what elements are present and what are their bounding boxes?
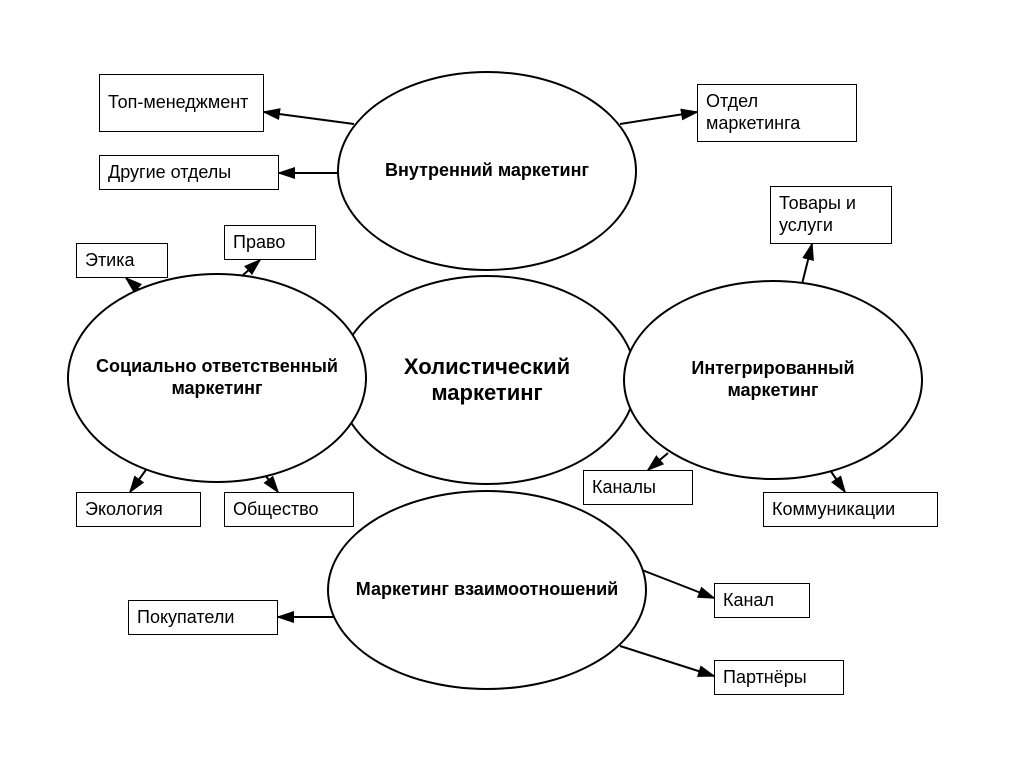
node-bottom: Маркетинг взаимоотношений xyxy=(327,490,647,690)
node-center: Холистический маркетинг xyxy=(337,275,637,485)
box-goods-label: Товары и услуги xyxy=(779,193,883,236)
box-ethics-label: Этика xyxy=(85,250,135,272)
box-law: Право xyxy=(224,225,316,260)
box-comms-label: Коммуникации xyxy=(772,499,895,521)
box-ecology-label: Экология xyxy=(85,499,163,521)
box-channels-label: Каналы xyxy=(592,477,656,499)
box-law-label: Право xyxy=(233,232,285,254)
box-society: Общество xyxy=(224,492,354,527)
box-top-mgmt: Топ-менеджмент xyxy=(99,74,264,132)
box-partners-label: Партнёры xyxy=(723,667,807,689)
node-bottom-label: Маркетинг взаимоотношений xyxy=(356,579,618,601)
box-other-dept-label: Другие отделы xyxy=(108,162,231,184)
box-ethics: Этика xyxy=(76,243,168,278)
box-other-dept: Другие отделы xyxy=(99,155,279,190)
box-society-label: Общество xyxy=(233,499,319,521)
node-right-label: Интегрированный маркетинг xyxy=(645,358,901,401)
box-channels: Каналы xyxy=(583,470,693,505)
node-top-label: Внутренний маркетинг xyxy=(385,160,589,182)
box-partners: Партнёры xyxy=(714,660,844,695)
box-top-mgmt-label: Топ-менеджмент xyxy=(108,92,248,114)
box-comms: Коммуникации xyxy=(763,492,938,527)
node-top: Внутренний маркетинг xyxy=(337,71,637,271)
box-mkt-dept-label: Отдел маркетинга xyxy=(706,91,848,134)
box-mkt-dept: Отдел маркетинга xyxy=(697,84,857,142)
node-center-label: Холистический маркетинг xyxy=(359,354,615,407)
node-left-label: Социально ответственный маркетинг xyxy=(89,356,345,399)
box-channel-label: Канал xyxy=(723,590,774,612)
box-buyers: Покупатели xyxy=(128,600,278,635)
node-left: Социально ответственный маркетинг xyxy=(67,273,367,483)
box-channel: Канал xyxy=(714,583,810,618)
box-goods: Товары и услуги xyxy=(770,186,892,244)
node-right: Интегрированный маркетинг xyxy=(623,280,923,480)
box-buyers-label: Покупатели xyxy=(137,607,234,629)
diagram-canvas: Холистический маркетинг Внутренний марке… xyxy=(0,0,1024,767)
box-ecology: Экология xyxy=(76,492,201,527)
